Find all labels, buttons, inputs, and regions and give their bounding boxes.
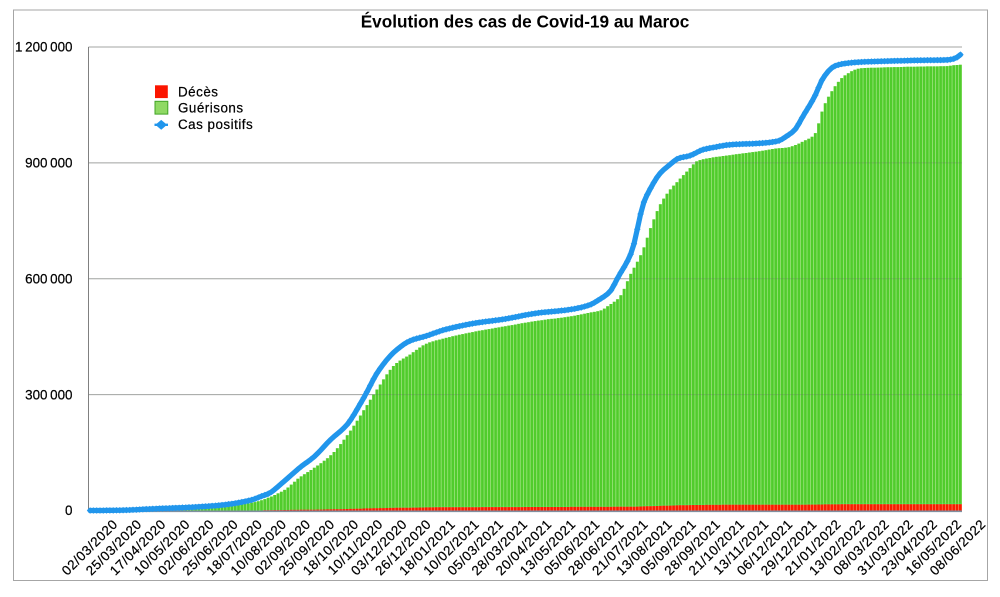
svg-text:Décès: Décès	[178, 85, 218, 100]
svg-text:300 000: 300 000	[25, 387, 72, 402]
svg-text:600 000: 600 000	[25, 271, 72, 286]
svg-text:Cas positifs: Cas positifs	[178, 117, 253, 132]
svg-text:0: 0	[65, 503, 72, 518]
svg-text:Évolution des cas de Covid-19: Évolution des cas de Covid-19 au Maroc	[361, 12, 690, 32]
svg-text:900 000: 900 000	[25, 156, 72, 171]
svg-text:Guérisons: Guérisons	[178, 101, 244, 116]
svg-text:1 200 000: 1 200 000	[15, 40, 73, 55]
